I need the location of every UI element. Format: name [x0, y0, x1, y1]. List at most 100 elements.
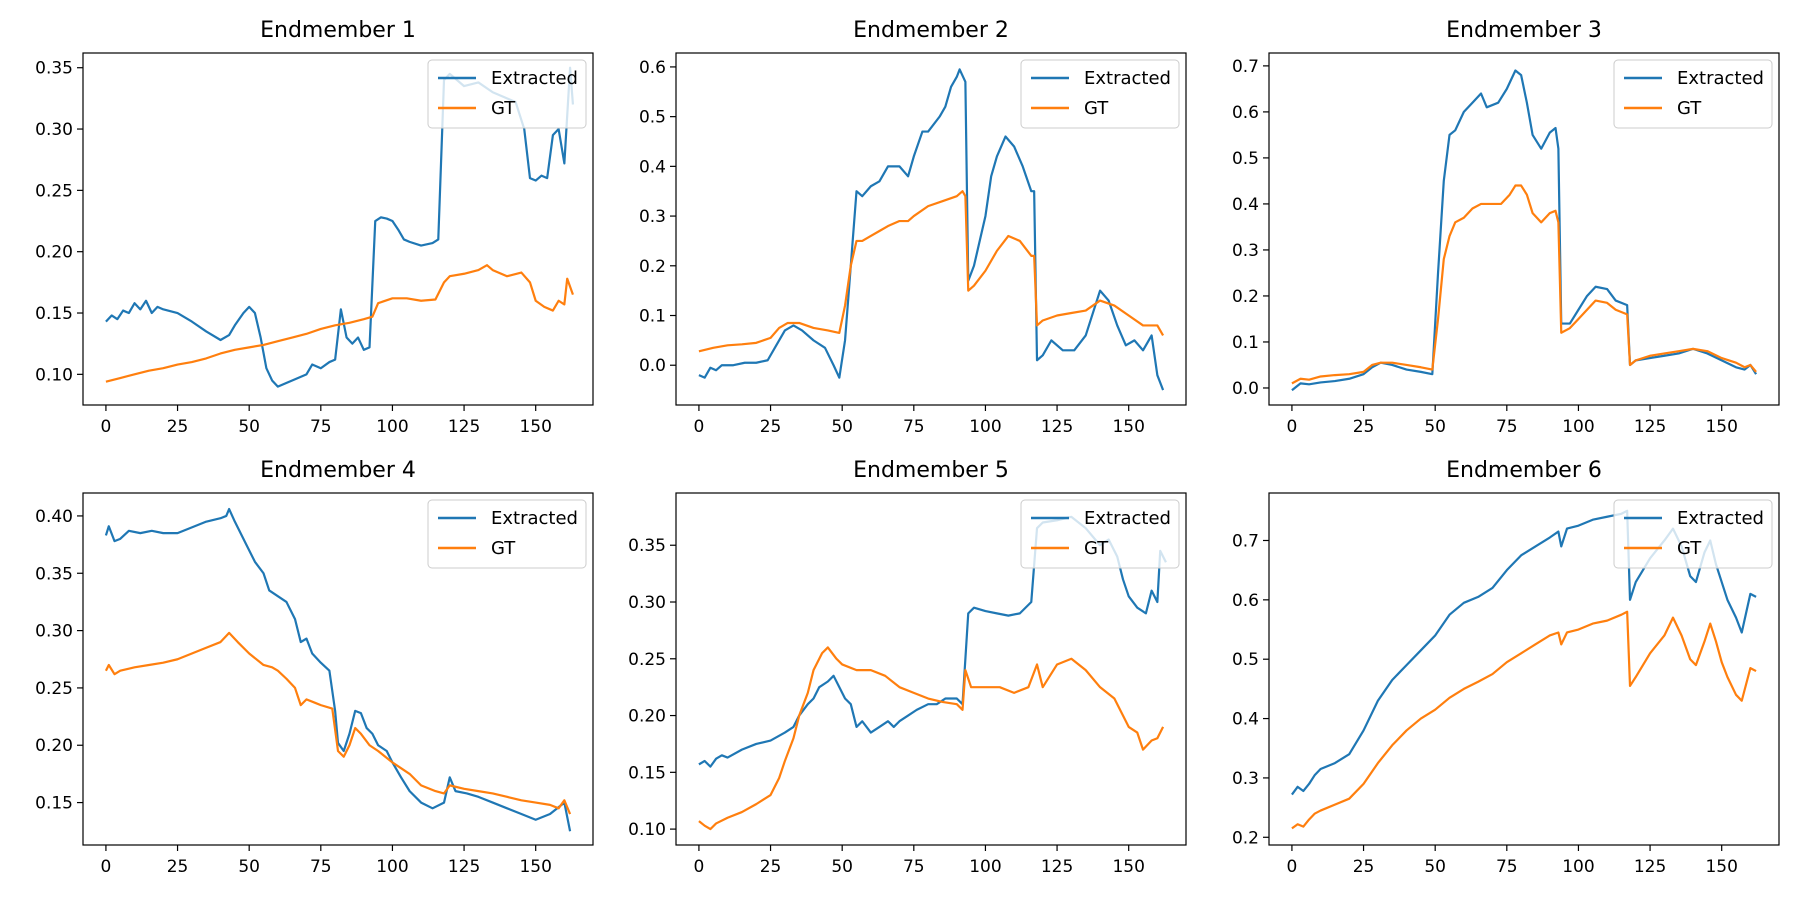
x-tick-label: 100 — [969, 857, 1001, 877]
y-tick-label: 0.2 — [1232, 287, 1259, 307]
x-tick-label: 25 — [167, 857, 189, 877]
y-tick-label: 0.2 — [1232, 828, 1259, 848]
legend: Extracted GT — [1613, 499, 1773, 569]
y-tick-label: 0.7 — [1232, 57, 1259, 77]
x-tick-label: 100 — [1562, 417, 1594, 437]
x-tick-label: 0 — [694, 857, 705, 877]
y-tick-label: 0.10 — [628, 820, 666, 840]
legend: Extracted GT — [1613, 59, 1773, 129]
y-tick-label: 0.40 — [35, 507, 73, 527]
x-tick-label: 100 — [376, 417, 408, 437]
x-tick-label: 150 — [519, 417, 551, 437]
y-tick-label: 0.1 — [639, 307, 666, 327]
y-tick-label: 0.15 — [35, 794, 73, 814]
legend-label-gt: GT — [491, 98, 516, 119]
legend: Extracted GT — [1020, 499, 1180, 569]
y-tick-label: 0.25 — [35, 181, 73, 201]
y-tick-label: 0.25 — [35, 679, 73, 699]
y-tick-label: 0.4 — [1232, 195, 1259, 215]
x-tick-label: 75 — [310, 857, 332, 877]
y-tick-label: 0.15 — [628, 763, 666, 783]
y-tick-label: 0.0 — [639, 356, 666, 376]
x-tick-label: 75 — [1496, 417, 1518, 437]
x-tick-label: 125 — [1041, 857, 1073, 877]
subplot-title: Endmember 6 — [1446, 458, 1602, 483]
x-tick-label: 150 — [519, 857, 551, 877]
y-tick-label: 0.20 — [35, 736, 73, 756]
x-tick-label: 50 — [1424, 857, 1446, 877]
axes-frame — [675, 492, 1187, 846]
axes-frame — [675, 52, 1187, 406]
legend: Extracted GT — [427, 59, 587, 129]
x-tick-label: 50 — [1424, 417, 1446, 437]
x-tick-label: 0 — [101, 857, 112, 877]
y-tick-label: 0.25 — [628, 650, 666, 670]
x-tick-label: 50 — [831, 417, 853, 437]
x-tick-label: 75 — [903, 857, 925, 877]
x-tick-label: 150 — [1112, 857, 1144, 877]
legend-label-extracted: Extracted — [1084, 508, 1171, 529]
subplot-6: Endmember 6 0 25 50 75 100 125 150 0.2 0.3 0.4 0.5 0… — [1232, 458, 1780, 877]
subplot-title: Endmember 1 — [260, 18, 416, 43]
x-tick-label: 125 — [1041, 417, 1073, 437]
series-line-gt — [698, 646, 1165, 831]
y-tick-label: 0.30 — [35, 120, 73, 140]
y-tick-label: 0.30 — [35, 622, 73, 642]
legend-label-extracted: Extracted — [1677, 508, 1764, 529]
y-tick-label: 0.5 — [639, 108, 666, 128]
series-line-gt — [104, 631, 572, 815]
y-tick-label: 0.15 — [35, 304, 73, 324]
axes-frame — [1268, 52, 1780, 406]
y-tick-label: 0.30 — [628, 593, 666, 613]
y-tick-label: 0.6 — [1232, 103, 1259, 123]
y-tick-label: 0.20 — [628, 707, 666, 727]
legend: Extracted GT — [427, 499, 587, 569]
legend-label-gt: GT — [1677, 98, 1702, 119]
legend-label-gt: GT — [491, 538, 516, 559]
x-tick-label: 150 — [1705, 857, 1737, 877]
x-tick-label: 125 — [1634, 857, 1666, 877]
x-tick-label: 100 — [1562, 857, 1594, 877]
y-tick-label: 0.6 — [1232, 591, 1259, 611]
subplot-title: Endmember 3 — [1446, 18, 1602, 43]
y-tick-label: 0.10 — [35, 365, 73, 385]
x-tick-label: 0 — [694, 417, 705, 437]
x-tick-label: 50 — [831, 857, 853, 877]
legend-label-extracted: Extracted — [491, 68, 578, 89]
subplot-5: Endmember 5 0 25 50 75 100 125 150 0.10 0.15 0.20 0… — [628, 458, 1187, 877]
x-tick-label: 0 — [1287, 417, 1298, 437]
x-tick-label: 25 — [167, 417, 189, 437]
series-line-gt — [105, 264, 574, 383]
subplot-3: Endmember 3 0 25 50 75 100 125 150 0.0 0.1 0.2 0.3 0… — [1232, 18, 1780, 437]
series-line-gt — [698, 190, 1165, 353]
x-tick-label: 50 — [238, 857, 260, 877]
x-tick-label: 75 — [1496, 857, 1518, 877]
series-line-gt — [1291, 610, 1757, 830]
y-tick-label: 0.7 — [1232, 531, 1259, 551]
x-tick-label: 0 — [1287, 857, 1298, 877]
y-tick-label: 0.5 — [1232, 650, 1259, 670]
subplot-title: Endmember 4 — [260, 458, 416, 483]
legend: Extracted GT — [1020, 59, 1180, 129]
y-tick-label: 0.5 — [1232, 149, 1259, 169]
y-tick-label: 0.3 — [1232, 769, 1259, 789]
y-tick-label: 0.0 — [1232, 379, 1259, 399]
x-tick-label: 125 — [448, 857, 480, 877]
x-tick-label: 100 — [969, 417, 1001, 437]
legend-label-gt: GT — [1084, 538, 1109, 559]
x-tick-label: 25 — [760, 417, 782, 437]
x-tick-label: 150 — [1112, 417, 1144, 437]
axes-frame — [82, 492, 594, 846]
y-tick-label: 0.3 — [639, 207, 666, 227]
x-tick-label: 50 — [238, 417, 260, 437]
x-tick-label: 25 — [1353, 417, 1375, 437]
subplot-title: Endmember 2 — [853, 18, 1009, 43]
legend-label-extracted: Extracted — [1677, 68, 1764, 89]
y-tick-label: 0.3 — [1232, 241, 1259, 261]
y-tick-label: 0.35 — [35, 59, 73, 79]
legend-label-gt: GT — [1677, 538, 1702, 559]
series-line-extracted — [698, 68, 1165, 391]
x-tick-label: 75 — [310, 417, 332, 437]
y-tick-label: 0.35 — [35, 564, 73, 584]
